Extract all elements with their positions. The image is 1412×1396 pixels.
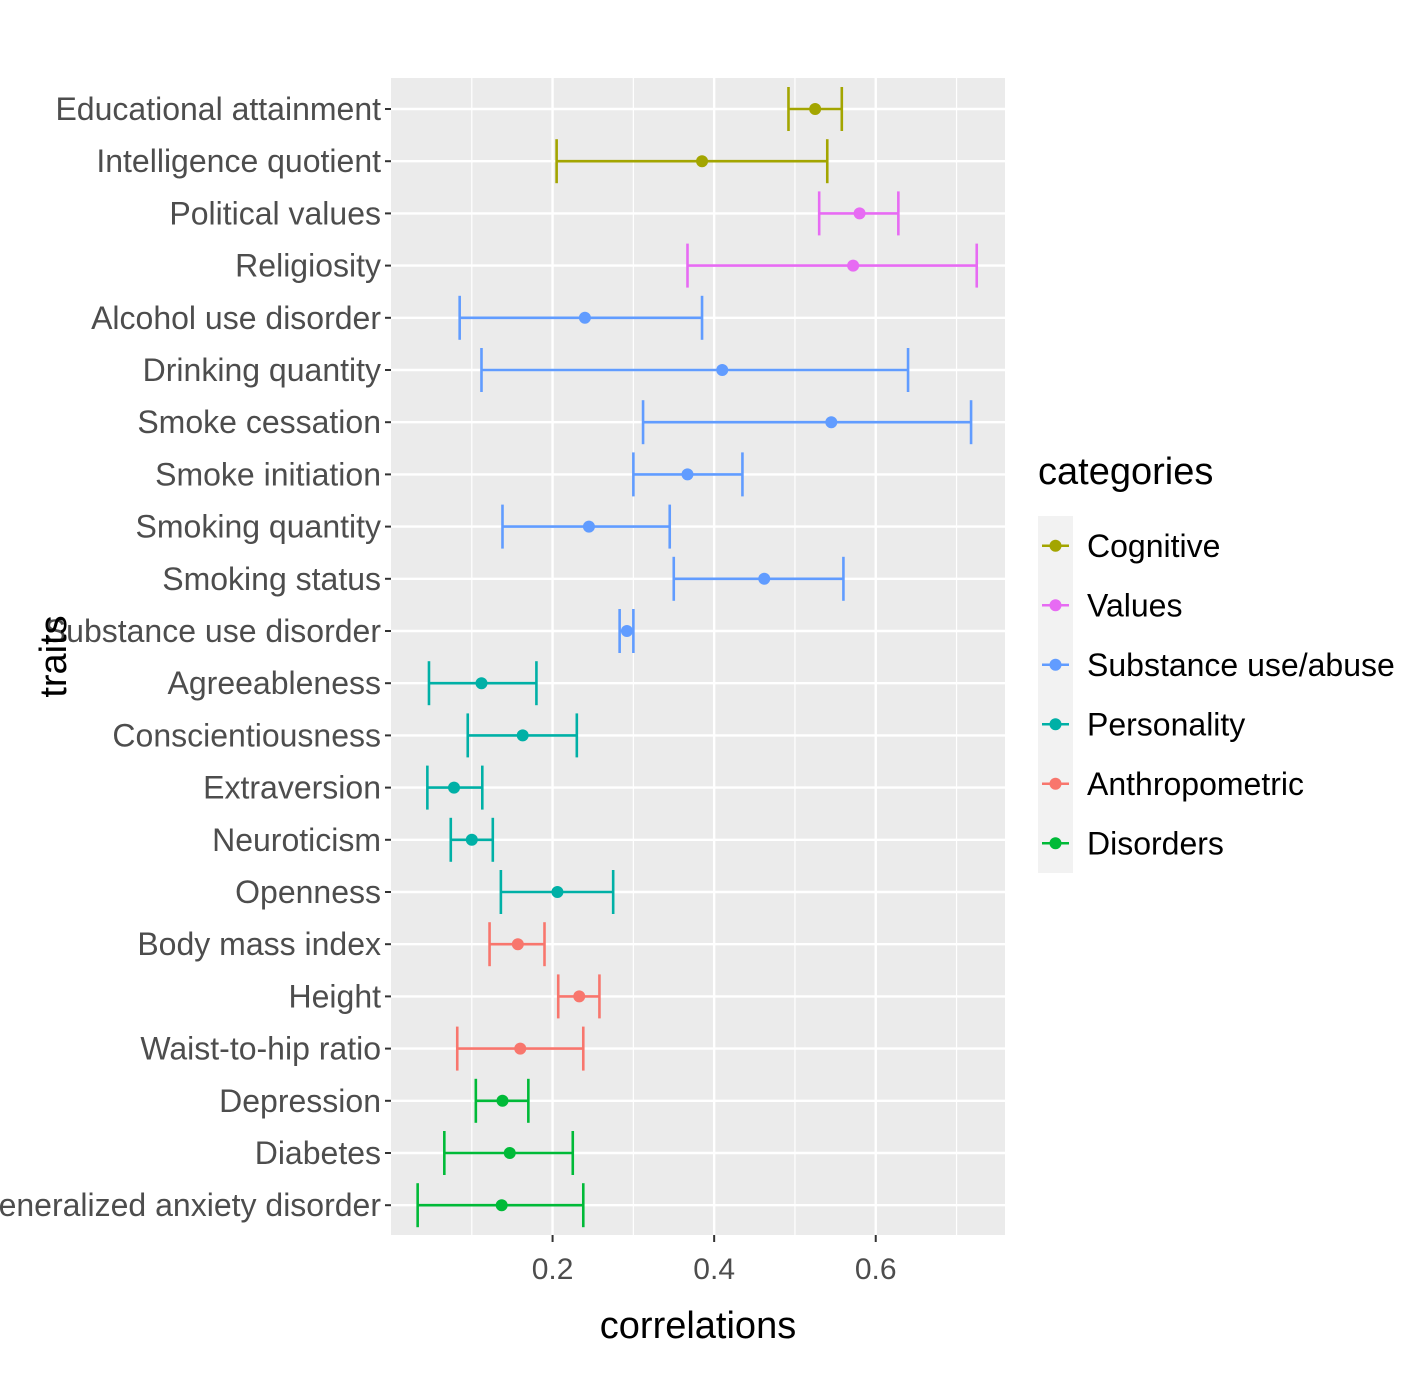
error-bars [416,87,979,1228]
errorbar-group [787,87,844,131]
errorbar-group [416,1183,585,1228]
errorbar-group [686,243,979,288]
data-point [516,729,529,742]
errorbar-group [443,1131,575,1175]
data-point [716,364,729,376]
errorbar-group [501,504,672,549]
data-point [448,781,461,794]
trait-label: Diabetes [255,1135,381,1171]
legend-label: Disorders [1087,825,1224,861]
legend-title: categories [1038,451,1213,493]
legend-label: Anthropometric [1087,766,1304,802]
data-point [696,155,709,168]
legend-item: Personality [1042,706,1245,742]
trait-label: Intelligence quotient [96,143,381,179]
data-point [573,990,586,1003]
errorbar-group [426,765,484,810]
data-point [582,520,595,533]
y-axis: Educational attainment Intelligence quoti… [0,91,391,1223]
errorbar-group [641,400,973,445]
legend-label: Personality [1087,706,1245,742]
data-point [475,677,488,690]
trait-label: Waist-to-hip ratio [140,1031,381,1067]
trait-label: Neuroticism [212,822,381,858]
errorbar-group [817,191,900,236]
plot-panel [391,78,1005,1235]
data-point [496,1094,509,1107]
legend-key-background [1038,516,1073,873]
errorbar-group [480,348,910,392]
legend-item: Disorders [1042,825,1224,861]
data-point [495,1199,508,1212]
trait-label: Religiosity [235,248,381,284]
legend-key-point [1049,837,1062,850]
data-point [503,1147,516,1159]
trait-label: Substance use disorder [45,613,382,649]
legend: categories Cognitive Values Substance use/… [1038,451,1395,873]
legend-key-point [1049,718,1062,731]
errorbar-group [618,609,635,653]
data-point [809,103,822,115]
errorbar-group [488,922,546,967]
errorbar-group [555,139,829,184]
data-point [551,886,564,898]
data-point [514,1042,527,1055]
data-point [825,416,838,429]
trait-label: Drinking quantity [143,352,381,388]
trait-label: Conscientiousness [112,717,381,753]
data-point [578,311,591,324]
trait-label: Smoke cessation [137,404,381,440]
trait-label: Educational attainment [55,91,381,127]
trait-label: Generalized anxiety disorder [0,1187,381,1223]
trait-label: Smoking status [162,561,381,597]
trait-label: Height [289,978,382,1014]
minor-gridlines [471,78,958,1235]
data-point [847,259,860,272]
trait-label: Depression [219,1083,381,1119]
legend-key-point [1049,658,1062,671]
x-tick-label: 0.6 [855,1253,897,1286]
trait-label: Extraversion [203,770,381,806]
errorbar-group [455,1026,585,1071]
x-tick-label: 0.4 [693,1253,735,1286]
errorbar-group [672,556,845,601]
errorbar-group [499,870,615,914]
y-axis-title: traits [33,615,75,697]
data-point [681,468,694,481]
trait-label: Openness [235,874,381,910]
x-axis: 0.2 0.4 0.6 [532,1235,897,1286]
data-point [620,625,633,637]
legend-items: Cognitive Values Substance use/abuse Person… [1042,528,1395,861]
errorbar-group [458,295,704,340]
errorbar-group [466,713,579,758]
trait-label: Political values [169,195,381,231]
trait-label: Smoking quantity [136,509,381,545]
errorbar-group [427,661,538,706]
errorbar-group [449,817,495,862]
errorbar-group [632,452,744,497]
trait-label: Smoke initiation [155,456,381,492]
legend-item: Cognitive [1042,528,1220,564]
legend-label: Substance use/abuse [1087,647,1395,683]
data-point [511,938,524,951]
data-point [853,207,866,220]
data-point [465,833,478,846]
legend-label: Values [1087,587,1182,623]
x-tick-label: 0.2 [532,1253,574,1286]
errorbar-group [556,974,601,1019]
legend-item: Values [1042,587,1182,623]
legend-key-point [1049,599,1062,612]
legend-item: Anthropometric [1042,766,1304,802]
legend-label: Cognitive [1087,528,1220,564]
errorbar-group [474,1078,530,1123]
legend-item: Substance use/abuse [1042,647,1395,683]
data-point [758,572,771,585]
legend-key-point [1049,539,1062,552]
trait-label: Alcohol use disorder [91,300,381,336]
trait-label: Agreeableness [168,665,381,701]
legend-key-point [1049,777,1062,790]
trait-label: Body mass index [137,926,381,962]
x-axis-title: correlations [600,1305,796,1347]
